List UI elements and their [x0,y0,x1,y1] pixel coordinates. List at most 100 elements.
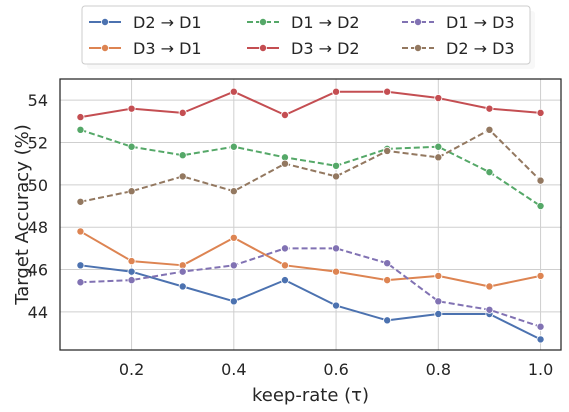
series-4 [76,244,545,331]
data-point [383,276,392,285]
legend-marker [101,17,110,26]
x-tick-label: 0.2 [119,360,144,379]
y-tick-label: 54 [28,91,48,110]
data-point [536,108,545,117]
x-tick-label: 0.8 [426,360,451,379]
data-point [127,276,136,285]
series-line [80,128,542,203]
series-3 [76,87,545,122]
legend-label: D2 → D3 [446,39,515,58]
y-tick-label: 48 [28,218,48,237]
data-point [229,261,238,270]
data-point [536,322,545,331]
legend-marker [413,44,422,53]
y-tick-label: 50 [28,176,48,195]
data-point [229,87,238,96]
legend-label: D3 → D2 [291,39,360,58]
legend-label: D1 → D2 [291,13,360,32]
data-point [383,316,392,325]
data-point [332,87,341,96]
data-point [76,197,85,206]
x-tick-label: 1.0 [528,360,553,379]
y-tick-label: 52 [28,134,48,153]
legend-label: D2 → D1 [133,13,202,32]
data-point [178,267,187,276]
data-point [485,282,494,291]
data-point [280,261,289,270]
plot-frame [59,78,562,351]
series-line [80,264,541,341]
data-point [383,87,392,96]
series-1 [76,227,545,291]
series-2 [76,125,545,211]
data-point [434,297,443,306]
data-point [383,146,392,155]
series-layer [76,87,545,344]
data-point [280,159,289,168]
legend-item: D2 → D1 [89,13,202,32]
data-point [485,305,494,314]
legend-label: D1 → D3 [446,13,515,32]
data-point [76,125,85,134]
data-point [332,172,341,181]
data-point [485,125,494,134]
data-point [280,110,289,119]
data-point [536,335,545,344]
legend-marker [413,17,422,26]
data-point [332,301,341,310]
data-point [536,271,545,280]
legend-item: D1 → D2 [247,13,360,32]
data-point [485,104,494,113]
legend-item: D3 → D1 [89,39,202,58]
data-point [127,104,136,113]
series-line [80,128,542,207]
legend: D2 → D1 D3 → D1 D1 → D2 D3 → D2 D1 → D3 D2 → … [81,5,535,69]
legend-label: D3 → D1 [133,39,202,58]
legend-marker [258,17,267,26]
legend-marker [258,44,267,53]
y-tick-label: 46 [28,261,48,280]
series-line [80,90,541,119]
data-point [229,297,238,306]
data-point [332,161,341,170]
data-point [76,261,85,270]
data-point [434,271,443,280]
data-point [280,276,289,285]
data-point [178,108,187,117]
data-point [280,244,289,253]
data-point [229,142,238,151]
tick-labels: 0.2 0.4 0.6 0.8 1.0 44 46 48 50 52 54 [28,91,554,379]
data-point [127,187,136,196]
data-point [536,202,545,211]
legend-item: D2 → D3 [402,39,515,58]
grid-lines [60,79,561,350]
y-tick-label: 44 [28,303,48,322]
series-line [79,230,541,288]
legend-marker [101,44,110,53]
y-axis-label: Target Accuracy (%) [12,124,33,305]
data-point [434,153,443,162]
series-0 [76,261,545,344]
data-point [178,151,187,160]
x-tick-label: 0.4 [221,360,246,379]
data-point [434,310,443,319]
series-5 [76,125,545,206]
data-point [229,187,238,196]
data-point [178,172,187,181]
legend-item: D1 → D3 [402,13,515,32]
data-point [485,168,494,177]
data-point [127,257,136,266]
x-axis-label: keep-rate (τ) [252,385,369,406]
data-point [76,113,85,122]
data-point [383,259,392,268]
data-point [332,244,341,253]
data-point [434,142,443,151]
x-tick-label: 0.6 [323,360,348,379]
data-point [127,267,136,276]
data-point [127,142,136,151]
data-point [332,267,341,276]
data-point [76,278,85,287]
data-point [536,176,545,185]
data-point [178,282,187,291]
